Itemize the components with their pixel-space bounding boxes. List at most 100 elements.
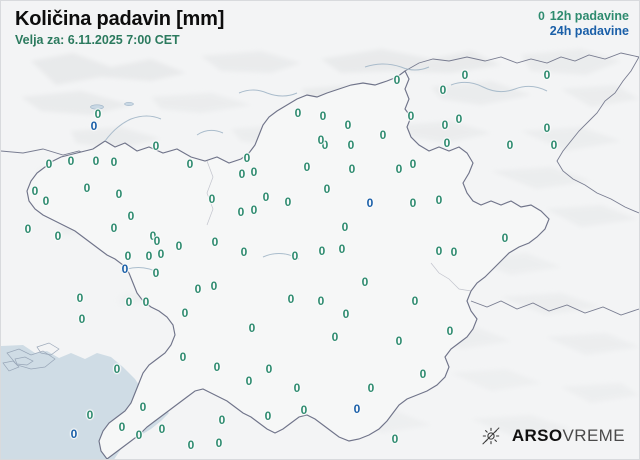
station-value-p12: 0 [409, 196, 417, 210]
station-value-p12: 0 [113, 362, 121, 376]
station-value-p12: 0 [347, 138, 355, 152]
station-value-p12: 0 [248, 321, 256, 335]
station-value-p12: 0 [411, 294, 419, 308]
station-value-p12: 0 [145, 249, 153, 263]
station-value-p12: 0 [153, 234, 161, 248]
station-value-p12: 0 [118, 420, 126, 434]
station-value-p12: 0 [443, 136, 451, 150]
station-value-p12: 0 [342, 307, 350, 321]
station-value-p12: 0 [321, 138, 329, 152]
valid-time-subtitle: Velja za: 6.11.2025 7:00 CET [15, 33, 180, 47]
station-value-p12: 0 [175, 239, 183, 253]
station-value-p12: 0 [250, 203, 258, 217]
station-value-p12: 0 [78, 312, 86, 326]
station-value-p12: 0 [218, 413, 226, 427]
station-value-p12: 0 [115, 187, 123, 201]
station-value-p24: 0 [366, 196, 374, 210]
station-value-p12: 0 [441, 118, 449, 132]
station-value-p12: 0 [391, 432, 399, 446]
station-value-p12: 0 [83, 181, 91, 195]
legend-swatch-24h: 0 [538, 24, 545, 39]
station-value-p12: 0 [265, 362, 273, 376]
station-value-p12: 0 [42, 194, 50, 208]
station-value-p12: 0 [31, 184, 39, 198]
station-value-p12: 0 [501, 231, 509, 245]
station-value-p24: 0 [70, 427, 78, 441]
station-value-p12: 0 [323, 182, 331, 196]
station-value-p12: 0 [110, 221, 118, 235]
station-value-p12: 0 [211, 235, 219, 249]
station-value-p12: 0 [435, 193, 443, 207]
station-value-p12: 0 [194, 282, 202, 296]
page-title: Količina padavin [mm] [15, 8, 225, 30]
station-value-p12: 0 [419, 367, 427, 381]
legend-item-12h: 0 12h padavine [538, 9, 629, 24]
slovenia-border [26, 70, 550, 459]
legend-item-24h: 0 24h padavine [538, 24, 629, 39]
station-value-p12: 0 [367, 381, 375, 395]
station-value-p12: 0 [240, 245, 248, 259]
station-value-p12: 0 [139, 400, 147, 414]
logo-wordmark: ARSOVREME [512, 426, 625, 446]
station-value-p12: 0 [124, 249, 132, 263]
station-value-p12: 0 [208, 192, 216, 206]
station-value-p12: 0 [245, 374, 253, 388]
station-value-p12: 0 [348, 162, 356, 176]
station-value-p12: 0 [264, 409, 272, 423]
station-value-p12: 0 [284, 195, 292, 209]
station-value-p12: 0 [76, 291, 84, 305]
station-value-p12: 0 [303, 160, 311, 174]
station-value-p12: 0 [110, 155, 118, 169]
station-value-p12: 0 [338, 242, 346, 256]
station-value-p12: 0 [550, 138, 558, 152]
station-value-p12: 0 [293, 381, 301, 395]
station-value-p12: 0 [341, 220, 349, 234]
station-value-p12: 0 [317, 294, 325, 308]
legend-swatch-12h: 0 [538, 9, 545, 23]
station-value-p12: 0 [379, 128, 387, 142]
station-value-p12: 0 [291, 249, 299, 263]
legend-label-12h: 12h padavine [549, 9, 629, 23]
station-value-p12: 0 [435, 244, 443, 258]
station-value-p12: 0 [450, 245, 458, 259]
station-value-p12: 0 [250, 165, 258, 179]
header: Količina padavin [mm] Velja za: 6.11.202… [15, 7, 224, 48]
station-value-p12: 0 [237, 205, 245, 219]
station-value-p12: 0 [543, 121, 551, 135]
station-value-p12: 0 [186, 157, 194, 171]
station-value-p12: 0 [127, 209, 135, 223]
station-value-p12: 0 [24, 222, 32, 236]
station-value-p12: 0 [407, 109, 415, 123]
station-value-p12: 0 [262, 190, 270, 204]
station-value-p24: 0 [90, 119, 98, 133]
station-value-p12: 0 [319, 109, 327, 123]
station-value-p12: 0 [54, 229, 62, 243]
station-value-p12: 0 [506, 138, 514, 152]
station-value-p12: 0 [287, 292, 295, 306]
station-value-p12: 0 [455, 112, 463, 126]
station-value-p12: 0 [317, 133, 325, 147]
sun-cloud-icon [482, 427, 500, 445]
station-value-p12: 0 [331, 330, 339, 344]
station-value-p24: 0 [121, 262, 129, 276]
station-value-p12: 0 [294, 106, 302, 120]
station-value-p12: 0 [213, 360, 221, 374]
station-value-p12: 0 [243, 151, 251, 165]
station-value-p12: 0 [149, 229, 157, 243]
station-value-p12: 0 [158, 422, 166, 436]
station-value-p12: 0 [86, 408, 94, 422]
station-value-p12: 0 [409, 157, 417, 171]
station-value-p12: 0 [92, 154, 100, 168]
station-value-p12: 0 [318, 244, 326, 258]
coastal-lagoon [2, 342, 60, 372]
station-value-p12: 0 [461, 68, 469, 82]
station-value-p12: 0 [181, 306, 189, 320]
station-value-p12: 0 [393, 73, 401, 87]
station-value-p12: 0 [142, 295, 150, 309]
internal-boundaries [206, 160, 472, 292]
logo-brand-light: VREME [562, 426, 625, 445]
station-value-p12: 0 [152, 139, 160, 153]
lakes [90, 102, 134, 110]
